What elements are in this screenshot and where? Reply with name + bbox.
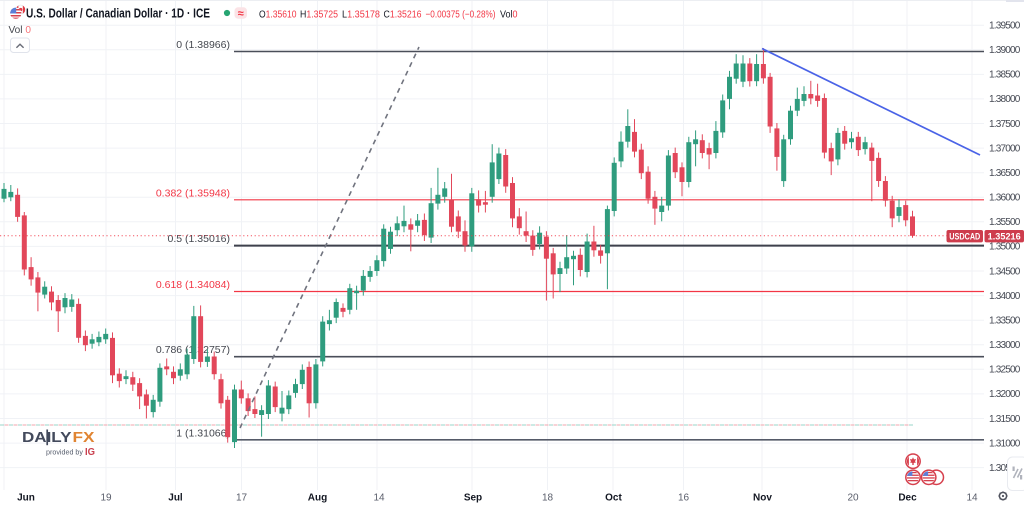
svg-text:Jul: Jul <box>168 493 183 504</box>
svg-text:1.36500: 1.36500 <box>989 168 1021 179</box>
svg-text:C1.35216: C1.35216 <box>384 9 422 20</box>
svg-text:Sep: Sep <box>464 493 482 504</box>
svg-text:O1.35610: O1.35610 <box>259 9 297 20</box>
svg-text:H1.35725: H1.35725 <box>300 9 338 20</box>
svg-text:18: 18 <box>542 493 554 504</box>
svg-text:Oct: Oct <box>605 493 622 504</box>
svg-text:provided by: provided by <box>46 448 83 457</box>
svg-text:FX: FX <box>73 430 95 446</box>
svg-text:IG: IG <box>85 446 95 458</box>
svg-text:1.31000: 1.31000 <box>989 438 1021 449</box>
svg-text:14: 14 <box>966 493 978 504</box>
svg-text:USDCAD: USDCAD <box>949 231 980 241</box>
svg-text:Vol0: Vol0 <box>500 9 518 20</box>
svg-text:1.36000: 1.36000 <box>989 193 1021 204</box>
svg-text:1.35000: 1.35000 <box>989 242 1021 253</box>
svg-text:1.32500: 1.32500 <box>989 365 1021 376</box>
svg-text:Vol 0: Vol 0 <box>9 25 32 36</box>
svg-text:1.37000: 1.37000 <box>989 143 1021 154</box>
svg-text:L1.35178: L1.35178 <box>342 9 380 20</box>
svg-text:0.618 (1.34084): 0.618 (1.34084) <box>156 279 230 291</box>
svg-text:1.31500: 1.31500 <box>989 414 1021 425</box>
svg-text:−0.00375 (−0.28%): −0.00375 (−0.28%) <box>426 9 496 20</box>
svg-text:17: 17 <box>236 493 248 504</box>
svg-text:1.39000: 1.39000 <box>989 45 1021 56</box>
svg-text:1.305: 1.305 <box>989 463 1011 474</box>
svg-text:16: 16 <box>678 493 690 504</box>
svg-text:0.5 (1.35016): 0.5 (1.35016) <box>168 233 230 245</box>
svg-text:1.38500: 1.38500 <box>989 70 1021 81</box>
svg-text:1 (1.31066): 1 (1.31066) <box>176 427 230 439</box>
svg-text:Dec: Dec <box>898 493 917 504</box>
svg-text:0.382 (1.35948): 0.382 (1.35948) <box>156 187 230 199</box>
svg-text:1.37500: 1.37500 <box>989 119 1021 130</box>
svg-text:1.39500: 1.39500 <box>989 21 1021 32</box>
svg-text:≈: ≈ <box>238 8 244 20</box>
svg-text:Aug: Aug <box>308 493 327 504</box>
svg-text:14: 14 <box>373 493 385 504</box>
svg-text:0 (1.38966): 0 (1.38966) <box>176 39 230 51</box>
svg-text:1.33500: 1.33500 <box>989 316 1021 327</box>
svg-text:Jun: Jun <box>17 493 35 504</box>
svg-text:1.35500: 1.35500 <box>989 217 1021 228</box>
svg-text:1.38000: 1.38000 <box>989 94 1021 105</box>
svg-text:U.S. Dollar / Canadian Dollar: U.S. Dollar / Canadian Dollar · 1D · ICE <box>26 5 210 20</box>
svg-text:1.35216: 1.35216 <box>988 231 1021 241</box>
svg-text:1.34000: 1.34000 <box>989 291 1021 302</box>
svg-text:20: 20 <box>847 493 859 504</box>
svg-text:1.32000: 1.32000 <box>989 389 1021 400</box>
svg-text:1.34500: 1.34500 <box>989 266 1021 277</box>
svg-text:1.33000: 1.33000 <box>989 340 1021 351</box>
svg-text:Nov: Nov <box>753 493 772 504</box>
svg-text:19: 19 <box>100 493 112 504</box>
